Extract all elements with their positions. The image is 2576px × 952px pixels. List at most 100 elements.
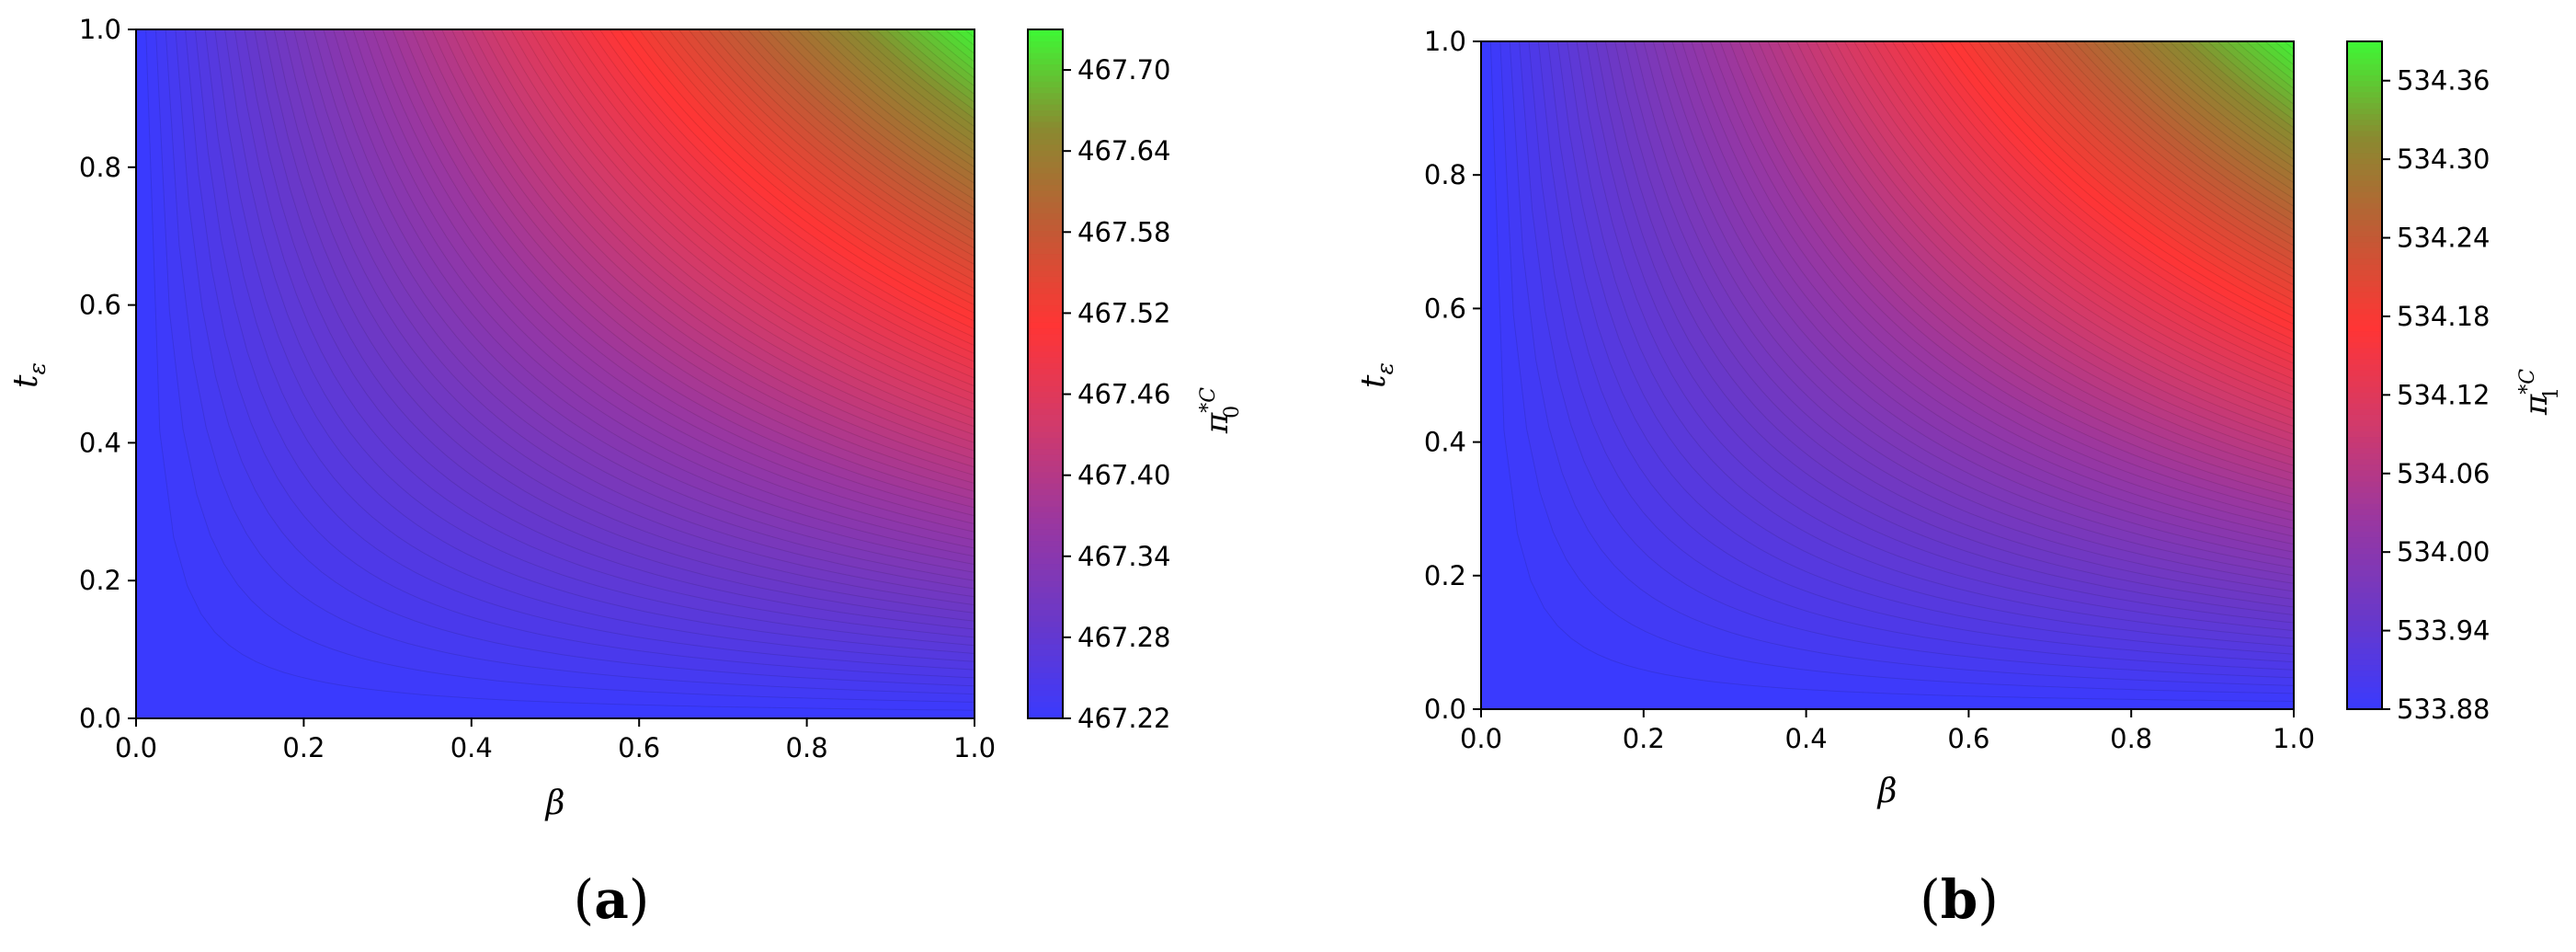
colorbar-band xyxy=(1028,643,1063,650)
colorbar-band xyxy=(2347,102,2382,109)
colorbar-band xyxy=(2347,308,2382,315)
colorbar-band xyxy=(2347,208,2382,215)
colorbar-band xyxy=(2347,369,2382,376)
colorbar-band xyxy=(2347,686,2382,694)
colorbar-band xyxy=(1028,379,1063,386)
colorbar-band xyxy=(1028,247,1063,255)
colorbar-tick-label: 533.88 xyxy=(2397,694,2490,725)
colorbar-band xyxy=(2347,119,2382,126)
colorbar-band xyxy=(1028,333,1063,340)
colorbar-band xyxy=(2347,175,2382,181)
colorbar-band xyxy=(2347,241,2382,248)
panel-label-b: (b) xyxy=(1920,868,1999,931)
colorbar-band xyxy=(1028,488,1063,496)
colorbar-band xyxy=(2347,169,2382,176)
colorbar-band xyxy=(2347,247,2382,254)
colorbar-band xyxy=(1028,327,1063,335)
colorbar-band xyxy=(1028,666,1063,673)
colorbar-band xyxy=(1028,155,1063,163)
colorbar-band xyxy=(1028,391,1063,398)
colorbar-band xyxy=(2347,197,2382,204)
colorbar-band xyxy=(1028,189,1063,197)
colorbar-band xyxy=(2347,258,2382,265)
colorbar-band xyxy=(2347,264,2382,270)
colorbar-band xyxy=(1028,281,1063,289)
colorbar-band xyxy=(1028,178,1063,186)
colorbar-band xyxy=(2347,297,2382,304)
colorbar-band xyxy=(1028,120,1063,128)
plot-frame-b xyxy=(1480,40,2295,710)
colorbar-band xyxy=(1028,419,1063,427)
panel-label-a: (a) xyxy=(574,868,650,931)
x-tick-label: 0.8 xyxy=(2110,723,2152,754)
y-tick-label: 0.4 xyxy=(79,427,121,458)
colorbar-band xyxy=(2347,469,2382,476)
colorbar-band xyxy=(2347,425,2382,432)
colorbar-band xyxy=(2347,180,2382,187)
colorbar-band xyxy=(1028,86,1063,94)
colorbar-band xyxy=(2347,314,2382,321)
colorbar-band xyxy=(2347,631,2382,637)
colorbar-band xyxy=(1028,345,1063,352)
x-tick-label: 0.2 xyxy=(1623,723,1665,754)
colorbar-band xyxy=(1028,52,1063,59)
colorbar-band xyxy=(2347,625,2382,632)
colorbar-band xyxy=(2347,146,2382,154)
colorbar-band xyxy=(2347,609,2382,615)
heatmap-b xyxy=(1481,41,2294,709)
colorbar-band xyxy=(2347,675,2382,682)
colorbar-band xyxy=(2347,363,2382,371)
colorbar-band xyxy=(1028,339,1063,346)
colorbar-band xyxy=(1028,540,1063,547)
colorbar-band xyxy=(2347,219,2382,226)
colorbar-band xyxy=(1028,402,1063,409)
colorbar-band xyxy=(2347,681,2382,688)
colorbar-band xyxy=(1028,299,1063,306)
colorbar-band xyxy=(1028,132,1063,140)
heatmap-a xyxy=(136,29,975,718)
colorbar-band xyxy=(1028,81,1063,88)
colorbar-band xyxy=(2347,408,2382,415)
colorbar-band xyxy=(2347,303,2382,309)
colorbar-band xyxy=(2347,531,2382,538)
colorbar-band xyxy=(1028,196,1063,202)
colorbar-band xyxy=(2347,164,2382,170)
y-tick-label: 0.8 xyxy=(1424,159,1466,190)
colorbar-band xyxy=(1028,63,1063,71)
x-tick-label: 0.6 xyxy=(1947,723,1989,754)
colorbar-band xyxy=(1028,506,1063,512)
colorbar-band xyxy=(1028,678,1063,685)
colorbar-tick-label: 467.52 xyxy=(1077,297,1170,328)
colorbar-band xyxy=(2347,347,2382,354)
y-tick-label: 0.2 xyxy=(79,565,121,596)
colorbar-band xyxy=(2347,213,2382,221)
y-tick-label: 0.0 xyxy=(79,703,121,734)
x-axis-label-a: β xyxy=(544,785,565,822)
colorbar-band xyxy=(2347,292,2382,298)
colorbar-band xyxy=(1028,241,1063,248)
colorbar-band xyxy=(1028,224,1063,232)
colorbar-band xyxy=(2347,591,2382,599)
colorbar-band xyxy=(1028,58,1063,65)
y-axis-label-b: tε xyxy=(1355,362,1398,388)
colorbar-band xyxy=(1028,655,1063,662)
colorbar-band xyxy=(1028,580,1063,588)
colorbar-band xyxy=(2347,580,2382,588)
colorbar-band xyxy=(2347,653,2382,660)
colorbar-band xyxy=(1028,362,1063,369)
y-tick-label: 0.2 xyxy=(1424,560,1466,591)
colorbar-band xyxy=(1028,253,1063,260)
colorbar-tick-label: 467.34 xyxy=(1077,541,1170,572)
colorbar-band xyxy=(2347,564,2382,571)
colorbar-tick-label: 534.30 xyxy=(2397,143,2490,175)
colorbar-band xyxy=(1028,173,1063,179)
colorbar-band xyxy=(2347,275,2382,281)
colorbar-band xyxy=(2347,547,2382,555)
colorbar-band xyxy=(2347,659,2382,666)
colorbar-band xyxy=(1028,511,1063,519)
colorbar-band xyxy=(1028,609,1063,616)
colorbar-band xyxy=(1028,104,1063,110)
colorbar-band xyxy=(1028,138,1063,145)
colorbar-band xyxy=(2347,158,2382,165)
colorbar-band xyxy=(1028,483,1063,489)
